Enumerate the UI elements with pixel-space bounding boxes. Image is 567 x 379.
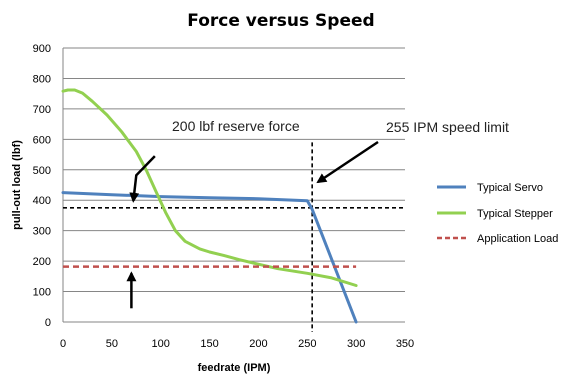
- legend-label: Typical Stepper: [477, 208, 553, 220]
- axes: [62, 48, 405, 323]
- legend-label: Application Load: [477, 233, 558, 245]
- arrow-speed-limit: [316, 140, 379, 184]
- y-tick-labels: 0 100 200 300 400 500 600 700 800 900: [33, 43, 51, 329]
- y-tick-label: 500: [33, 165, 51, 177]
- legend-label: Typical Servo: [477, 182, 543, 194]
- y-tick-label: 100: [33, 287, 51, 299]
- y-tick-label: 600: [33, 134, 51, 146]
- y-tick-label: 300: [33, 226, 51, 238]
- x-tick-label: 200: [249, 338, 267, 350]
- x-tick-label: 300: [347, 338, 365, 350]
- x-tick-label: 0: [60, 338, 66, 350]
- x-tick-label: 250: [298, 338, 316, 350]
- y-tick-label: 0: [45, 317, 51, 329]
- annotation-speed-limit: 255 IPM speed limit: [386, 119, 509, 135]
- y-tick-label: 900: [33, 43, 51, 55]
- x-axis-label: feedrate (IPM): [198, 362, 271, 374]
- annotation-arrows: [126, 140, 379, 309]
- series-lines: [61, 88, 358, 324]
- chart-title: Force versus Speed: [187, 11, 374, 31]
- x-tick-label: 150: [200, 338, 218, 350]
- series-line-typical-servo: [61, 191, 358, 324]
- y-axis-label: pull-out load (lbf): [11, 140, 23, 230]
- y-tick-label: 400: [33, 195, 51, 207]
- x-tick-label: 50: [106, 338, 118, 350]
- x-tick-labels: 0 50 100 150 200 250 300 350: [60, 338, 414, 350]
- x-tick-label: 350: [396, 338, 414, 350]
- y-tick-label: 800: [33, 73, 51, 85]
- arrow-reserve-top: [129, 155, 156, 203]
- y-tick-label: 200: [33, 256, 51, 268]
- annotation-reserve-force: 200 lbf reserve force: [172, 118, 300, 134]
- reference-lines: [63, 142, 405, 332]
- legend: Typical Servo Typical Stepper Application …: [437, 182, 558, 245]
- x-tick-label: 100: [152, 338, 170, 350]
- y-tick-label: 700: [33, 104, 51, 116]
- gridlines: [63, 47, 405, 293]
